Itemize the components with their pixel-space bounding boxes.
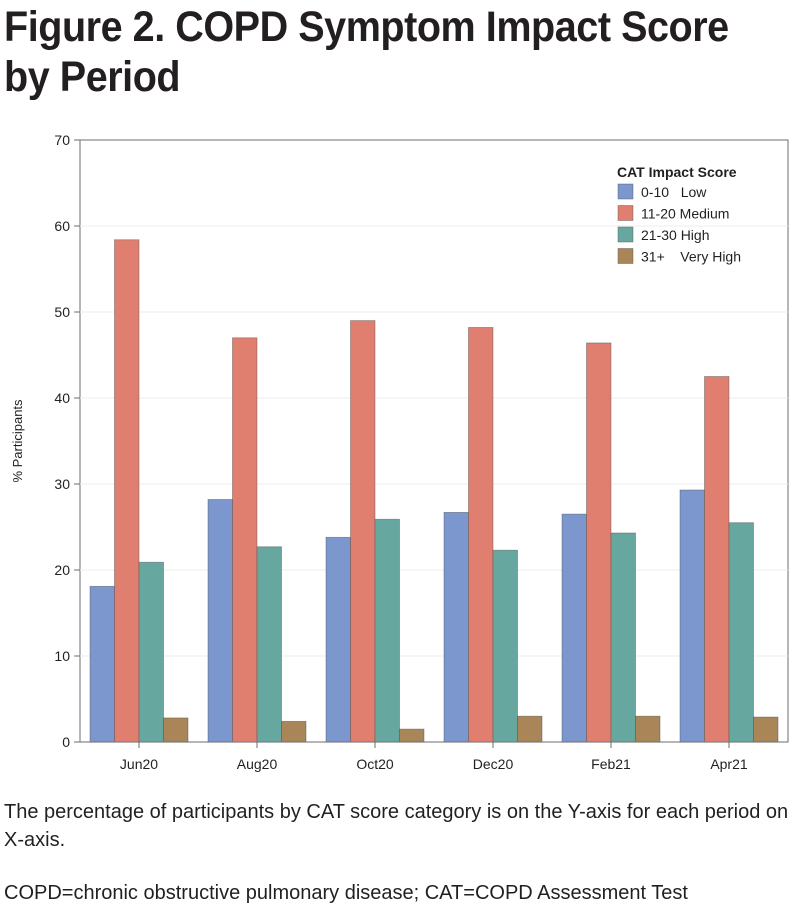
bar <box>207 499 233 743</box>
bar <box>728 522 754 743</box>
legend-title: CAT Impact Score <box>617 164 737 180</box>
bar <box>610 532 636 743</box>
y-tick-label: 30 <box>54 476 70 492</box>
bar <box>635 715 661 743</box>
x-tick-label: Apr21 <box>710 756 748 772</box>
figure-caption: The percentage of participants by CAT sc… <box>4 801 789 851</box>
y-tick-label: 40 <box>54 390 70 406</box>
figure-footnote: COPD=chronic obstructive pulmonary disea… <box>4 882 688 904</box>
bar <box>492 549 518 743</box>
y-tick-label: 50 <box>54 304 70 320</box>
legend-swatch <box>617 205 634 221</box>
bar <box>281 720 307 743</box>
bar <box>374 518 400 743</box>
x-axis: Jun20 Aug20 Oct20 Dec20 Feb21 Apr21 <box>120 742 748 772</box>
bar <box>399 728 425 743</box>
x-tick-label: Jun20 <box>120 756 158 772</box>
legend-swatch <box>617 183 634 200</box>
bar <box>517 715 543 743</box>
legend: CAT Impact Score 0-10 Low 11-20 Medium 21-… <box>617 164 741 265</box>
bar <box>350 320 376 743</box>
y-axis: 0 10 20 30 40 50 60 70 <box>54 132 80 750</box>
bar <box>753 716 779 743</box>
legend-label: 11-20 Medium <box>641 206 729 222</box>
gridlines <box>80 225 788 657</box>
x-tick-label: Dec20 <box>473 756 514 772</box>
legend-label: 31+ Very High <box>641 249 741 265</box>
y-tick-label: 60 <box>54 218 70 234</box>
bar <box>561 513 587 743</box>
legend-swatch <box>617 226 634 243</box>
y-tick-label: 70 <box>54 132 70 148</box>
bar-chart: 0 10 20 30 40 50 60 70 Jun20 Aug20 Oct20 Dec20 Feb2… <box>10 132 789 772</box>
figure-title: Figure 2. COPD Symptom Impact Score by P… <box>4 3 729 101</box>
bar <box>679 489 705 743</box>
y-tick-label: 20 <box>54 562 70 578</box>
legend-label: 21-30 High <box>641 227 710 243</box>
bar <box>443 511 469 743</box>
bar <box>138 561 164 743</box>
y-tick-label: 0 <box>62 734 70 750</box>
bar <box>325 536 351 743</box>
bar <box>704 376 730 743</box>
legend-label: 0-10 Low <box>641 184 707 200</box>
x-tick-label: Aug20 <box>237 756 278 772</box>
legend-swatch <box>617 248 634 264</box>
bar <box>232 337 258 743</box>
bars <box>89 239 779 743</box>
plot-area <box>79 139 789 743</box>
x-tick-label: Oct20 <box>356 756 394 772</box>
bar <box>114 239 140 743</box>
y-axis-title: % Participants <box>10 399 25 483</box>
bar <box>163 717 189 743</box>
bar <box>468 327 494 743</box>
bar <box>89 585 115 743</box>
x-tick-label: Feb21 <box>591 756 631 772</box>
bar <box>586 342 612 743</box>
bar <box>256 546 282 743</box>
y-tick-label: 10 <box>54 648 70 664</box>
